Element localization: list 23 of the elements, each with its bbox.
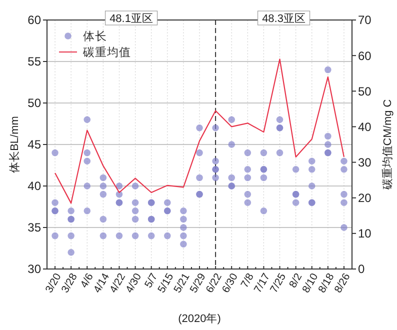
legend-label: 体长 bbox=[83, 30, 107, 44]
y-tick-label: 40 bbox=[28, 179, 42, 194]
legend-label: 碳重均值 bbox=[82, 46, 131, 60]
y-axis-title: 体长BL/mm bbox=[8, 116, 21, 173]
x-tick-label: 4/6 bbox=[78, 271, 96, 290]
y2-tick-label: 50 bbox=[358, 84, 372, 98]
y-tick-label: 60 bbox=[28, 13, 42, 28]
y-tick-label: 50 bbox=[28, 96, 42, 110]
y2-tick-label: 10 bbox=[358, 226, 372, 241]
y-tick-label: 35 bbox=[28, 220, 42, 235]
y-tick-label: 55 bbox=[28, 54, 42, 69]
y2-axis-title: 碳重均值CM/mg C bbox=[380, 99, 394, 191]
annotation: 48.3亚区 bbox=[262, 12, 306, 25]
y-tick-label: 30 bbox=[28, 262, 42, 276]
y2-tick-label: 0 bbox=[358, 262, 365, 276]
y2-tick-label: 30 bbox=[358, 155, 372, 170]
x-axis-title: (2020年) bbox=[178, 313, 221, 325]
annotation: 48.1亚区 bbox=[110, 12, 153, 25]
y-tick-label: 45 bbox=[28, 138, 42, 152]
y2-tick-label: 70 bbox=[358, 13, 372, 28]
y2-tick-label: 40 bbox=[358, 120, 372, 134]
y2-tick-label: 60 bbox=[358, 48, 372, 63]
y2-tick-label: 20 bbox=[358, 191, 372, 206]
